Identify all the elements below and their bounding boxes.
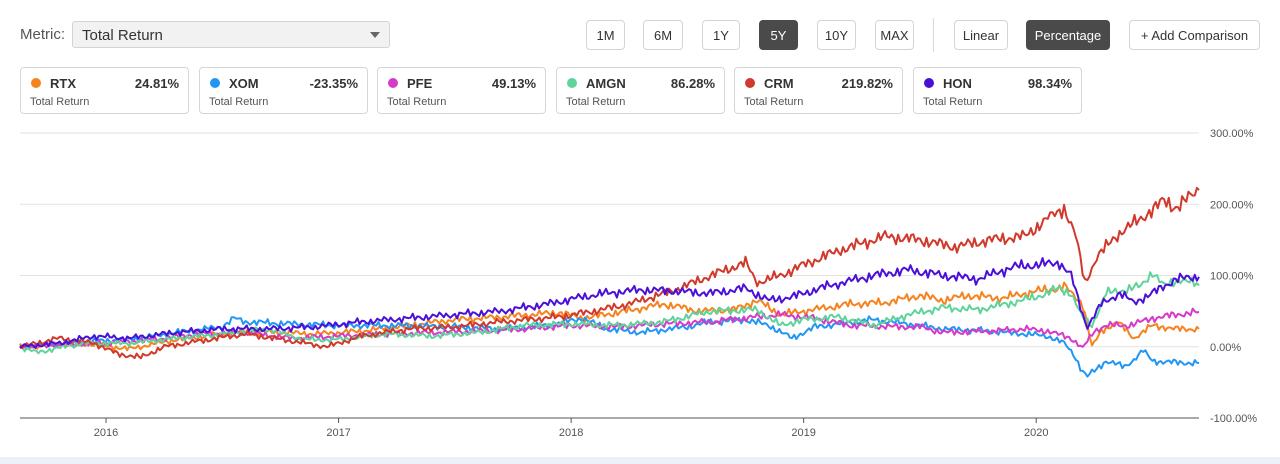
metric-dropdown[interactable]: Total Return [72,21,390,48]
x-tick-label: 2020 [1024,427,1048,439]
total-return-chart[interactable]: 300.00% 200.00% 100.00% 0.00% -100.00% 2016 20… [0,120,1280,457]
ticker-return-value: -23.35% [309,76,358,91]
ticker-metric-label: Total Return [209,96,269,108]
ticker-return-value: 24.81% [134,76,179,91]
ticker-return-value: 86.28% [670,76,715,91]
ticker-metric-label: Total Return [566,96,626,108]
ticker-card-xom[interactable]: XOM -23.35% Total Return [199,67,368,114]
ticker-metric-label: Total Return [30,96,90,108]
ticker-metric-label: Total Return [923,96,983,108]
series-color-dot [31,78,41,88]
ticker-metric-label: Total Return [387,96,447,108]
ticker-symbol: XOM [229,76,259,91]
linear-scale-button[interactable]: Linear [954,20,1008,50]
y-tick-label: -100.00% [1210,413,1257,425]
y-tick-label: 0.00% [1210,342,1241,354]
ticker-return-value: 219.82% [841,76,893,91]
ticker-card-rtx[interactable]: RTX 24.81% Total Return [20,67,189,114]
range-max-button[interactable]: MAX [875,20,914,50]
ticker-symbol: CRM [764,76,794,91]
ticker-symbol: AMGN [586,76,626,91]
y-tick-label: 300.00% [1210,128,1254,140]
series-line-crm [19,186,1200,360]
toolbar-divider [933,18,934,52]
series-color-dot [388,78,398,88]
range-1m-button[interactable]: 1M [586,20,625,50]
ticker-symbol: HON [943,76,972,91]
x-tick-label: 2018 [559,427,583,439]
ticker-symbol: PFE [407,76,433,91]
ticker-return-value: 98.34% [1027,76,1072,91]
bottom-strip [0,457,1280,464]
range-10y-button[interactable]: 10Y [817,20,856,50]
y-tick-label: 200.00% [1210,199,1254,211]
ticker-card-pfe[interactable]: PFE 49.13% Total Return [377,67,546,114]
x-tick-label: 2017 [326,427,350,439]
percentage-scale-button[interactable]: Percentage [1026,20,1110,50]
ticker-card-crm[interactable]: CRM 219.82% Total Return [734,67,903,114]
range-1y-button[interactable]: 1Y [702,20,740,50]
series-color-dot [567,78,577,88]
ticker-symbol: RTX [50,76,76,91]
series-line-amgn [19,271,1200,355]
ticker-card-hon[interactable]: HON 98.34% Total Return [913,67,1082,114]
add-comparison-button[interactable]: + Add Comparison [1129,20,1260,50]
metric-dropdown-value: Total Return [82,27,163,44]
ticker-card-amgn[interactable]: AMGN 86.28% Total Return [556,67,725,114]
series-color-dot [745,78,755,88]
metric-label: Metric: [20,26,65,43]
chevron-down-icon [370,32,380,38]
x-tick-label: 2019 [791,427,815,439]
ticker-metric-label: Total Return [744,96,804,108]
range-6m-button[interactable]: 6M [643,20,683,50]
series-color-dot [924,78,934,88]
series-line-pfe [19,307,1200,350]
ticker-return-value: 49.13% [491,76,536,91]
x-tick-label: 2016 [94,427,118,439]
series-line-hon [19,257,1200,349]
y-tick-label: 100.00% [1210,271,1254,283]
range-5y-button[interactable]: 5Y [759,20,798,50]
series-color-dot [210,78,220,88]
